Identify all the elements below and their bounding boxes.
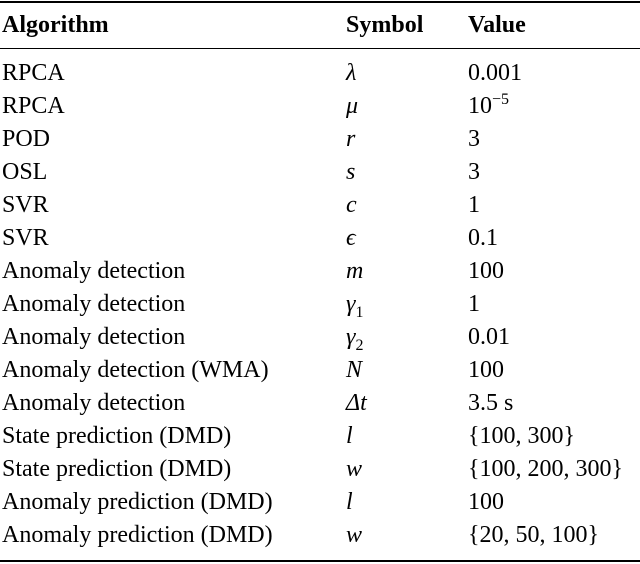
table-cell: POD <box>2 126 51 152</box>
table-cell: γ1 <box>346 288 363 321</box>
table-cell: State prediction (DMD) <box>2 456 232 482</box>
table-cell: SVR <box>2 192 49 218</box>
table-cell: Anomaly prediction (DMD) <box>2 489 273 515</box>
table-cell: Anomaly detection <box>2 324 186 350</box>
cell-base: 10 <box>468 93 492 119</box>
table-cell: r <box>346 126 356 152</box>
table-cell: l <box>346 489 353 515</box>
table-cell: Anomaly prediction (DMD) <box>2 522 273 548</box>
table-cell: {100, 300} <box>468 423 576 449</box>
header-rule <box>0 48 640 49</box>
table-cell: λ <box>346 60 357 86</box>
table-cell: RPCA <box>2 60 65 86</box>
table-cell: Anomaly detection <box>2 291 186 317</box>
table-cell: s <box>346 159 356 185</box>
table-cell: c <box>346 192 357 218</box>
table-cell: 1 <box>468 291 480 317</box>
table-cell: N <box>346 357 363 383</box>
top-rule <box>0 1 640 3</box>
table-cell: 3 <box>468 126 480 152</box>
table-cell: Anomaly detection <box>2 258 186 284</box>
table-cell: RPCA <box>2 93 65 119</box>
table-cell: 100 <box>468 489 504 515</box>
table-cell: {100, 200, 300} <box>468 456 624 482</box>
cell-subscript: 1 <box>355 303 364 321</box>
cell-base: γ <box>346 291 356 317</box>
table-cell: Anomaly detection (WMA) <box>2 357 269 383</box>
header-cell: Value <box>468 12 526 38</box>
table-cell: Anomaly detection <box>2 390 186 416</box>
header-cell: Algorithm <box>2 12 109 38</box>
table-cell: 1 <box>468 192 480 218</box>
table-cell: 3 <box>468 159 480 185</box>
cell-superscript: −5 <box>492 91 510 108</box>
header-cell: Symbol <box>346 12 424 38</box>
table-cell: 0.001 <box>468 60 522 86</box>
table-cell: State prediction (DMD) <box>2 423 232 449</box>
table-cell: Δt <box>346 390 367 416</box>
table-cell: μ <box>346 93 359 119</box>
table-cell: ϵ <box>346 225 356 251</box>
table-cell: OSL <box>2 159 48 185</box>
table-cell: 3.5 s <box>468 390 514 416</box>
table-cell: γ2 <box>346 321 363 354</box>
bottom-rule <box>0 560 640 562</box>
table-cell: w <box>346 456 363 482</box>
table-cell: 0.01 <box>468 324 510 350</box>
table-cell: 0.1 <box>468 225 498 251</box>
table-cell: 100 <box>468 258 504 284</box>
cell-base: γ <box>346 324 356 350</box>
cell-subscript: 2 <box>355 336 364 354</box>
table-cell: m <box>346 258 364 284</box>
table-cell: w <box>346 522 363 548</box>
table-cell: {20, 50, 100} <box>468 522 600 548</box>
table-cell: 10−5 <box>468 90 509 123</box>
table-cell: 100 <box>468 357 504 383</box>
table-cell: SVR <box>2 225 49 251</box>
table-cell: l <box>346 423 353 449</box>
